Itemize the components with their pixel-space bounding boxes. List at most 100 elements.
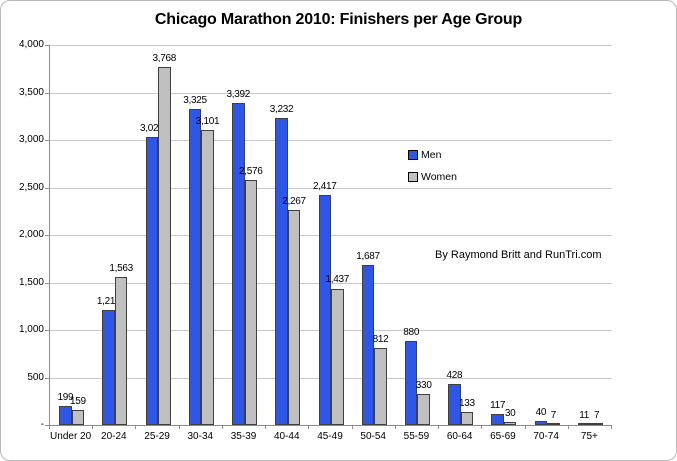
bar-men-40-44 xyxy=(275,117,288,425)
plot-area: 199 159 1,212 1,563 3,029 3,768 3,325 3,101 3,39… xyxy=(49,45,612,426)
x-axis-tick-mark xyxy=(265,425,267,429)
bar-men-55-59 xyxy=(404,341,418,425)
y-axis-tick-mark xyxy=(45,235,49,236)
gridline xyxy=(50,187,612,189)
bar-data-label: 199 xyxy=(57,392,74,404)
x-axis-tick-mark xyxy=(481,425,483,429)
gridline xyxy=(50,140,612,141)
bar-data-label: 1,212 xyxy=(96,295,121,307)
y-axis-tick-mark xyxy=(45,377,49,379)
y-axis-tick-label: 1,500 xyxy=(18,276,44,288)
bar-data-label: 1,437 xyxy=(325,274,350,286)
x-axis-category-label: 75+ xyxy=(580,431,598,442)
legend: Men Women xyxy=(408,144,457,188)
legend-item-men: Men xyxy=(408,144,457,166)
y-axis-tick-mark xyxy=(45,92,49,94)
bar-men-65-69 xyxy=(491,413,504,425)
chart-title: Chicago Marathon 2010: Finishers per Age… xyxy=(154,11,523,28)
bar-women-75+ xyxy=(590,423,603,425)
gridline xyxy=(50,92,612,94)
y-axis-tick-mark xyxy=(45,282,49,284)
x-axis-category-label: 30-34 xyxy=(187,431,214,442)
x-axis-category-label: Under 20 xyxy=(50,431,92,442)
y-axis-tick-label: 2,000 xyxy=(18,229,44,240)
x-axis-category-label: 70-74 xyxy=(533,431,559,442)
bar-men-under-20 xyxy=(59,406,72,425)
x-axis-category-label: 20-24 xyxy=(101,431,127,442)
bar-data-label: 2,576 xyxy=(239,166,263,178)
y-axis-tick-label: 4,000 xyxy=(18,39,44,50)
gridline xyxy=(50,45,612,46)
y-axis-tick-mark xyxy=(45,45,49,46)
bar-data-label: 1,687 xyxy=(356,250,380,262)
bar-men-50-54 xyxy=(361,264,375,425)
gridline xyxy=(50,282,612,284)
x-axis-tick-mark xyxy=(394,425,396,429)
bar-women-55-59 xyxy=(417,393,430,425)
bar-data-label: 3,101 xyxy=(195,116,220,128)
x-axis-category-label: 55-59 xyxy=(403,431,430,442)
bar-men-75+ xyxy=(577,423,591,425)
x-axis-category-label: 35-39 xyxy=(230,431,257,442)
bar-data-label: 3,768 xyxy=(152,53,177,65)
bar-men-45-49 xyxy=(318,195,331,425)
bar-men-70-74 xyxy=(534,421,548,425)
legend-label-men: Men xyxy=(421,149,442,161)
x-axis-tick-mark xyxy=(49,425,50,429)
y-axis-tick-label: 3,500 xyxy=(18,86,44,98)
bar-data-label: 1,563 xyxy=(109,262,133,274)
x-axis-category-label: 40-44 xyxy=(273,431,300,442)
bar-data-label: 40 xyxy=(535,407,547,419)
y-axis-tick-mark xyxy=(45,425,49,426)
bar-data-label: 2,267 xyxy=(282,195,306,207)
y-axis-tick-mark xyxy=(45,330,49,331)
bar-men-60-64 xyxy=(448,384,461,425)
bar-data-label: 159 xyxy=(69,395,86,407)
x-axis-tick-mark xyxy=(611,425,612,429)
bar-men-35-39 xyxy=(232,102,245,425)
bar-men-20-24 xyxy=(102,309,115,425)
y-axis-tick-label: 2,500 xyxy=(18,181,44,193)
bar-data-label: 117 xyxy=(490,399,506,411)
x-axis-tick-mark xyxy=(438,425,440,429)
bar-women-20-24 xyxy=(114,276,128,425)
bar-women-65-69 xyxy=(503,422,517,425)
y-axis-tick-label: 3,000 xyxy=(18,134,44,145)
x-axis-tick-mark xyxy=(178,425,180,429)
x-axis-tick-mark xyxy=(92,425,94,429)
bar-women-60-64 xyxy=(460,412,474,425)
y-axis-tick-mark xyxy=(45,187,49,189)
bar-men-30-34 xyxy=(188,109,202,425)
y-axis-tick-label: - xyxy=(40,419,44,430)
x-axis-tick-mark xyxy=(135,425,137,429)
bar-women-40-44 xyxy=(287,209,301,425)
x-axis-tick-mark xyxy=(567,425,569,429)
women-series-swatch-icon xyxy=(408,172,418,182)
y-axis-tick-mark xyxy=(45,140,49,141)
bar-women-70-74 xyxy=(547,423,560,425)
bar-women-under-20 xyxy=(71,409,85,425)
bar-data-label: 330 xyxy=(415,379,432,391)
x-axis-tick-mark xyxy=(221,425,223,429)
legend-item-women: Women xyxy=(408,166,457,188)
bar-data-label: 880 xyxy=(403,327,420,339)
y-axis-tick-label: 500 xyxy=(27,371,44,383)
x-axis-tick-mark xyxy=(351,425,353,429)
bar-data-label: 133 xyxy=(459,398,475,410)
bar-data-label: 3,029 xyxy=(140,123,164,135)
bar-data-label: 2,417 xyxy=(312,181,337,193)
bar-data-label: 3,325 xyxy=(183,95,207,107)
x-axis-tick-mark xyxy=(308,425,310,429)
bar-data-label: 7 xyxy=(593,410,600,422)
bar-women-45-49 xyxy=(331,288,344,425)
x-axis-category-label: 50-54 xyxy=(360,431,386,442)
bar-data-label: 11 xyxy=(579,409,590,421)
bar-women-30-34 xyxy=(201,130,214,425)
attribution-text: By Raymond Britt and RunTri.com xyxy=(435,249,602,261)
bar-women-25-29 xyxy=(158,67,171,425)
legend-label-women: Women xyxy=(421,171,457,183)
bar-data-label: 428 xyxy=(446,370,463,382)
x-axis-category-label: 45-49 xyxy=(317,431,343,442)
gridline xyxy=(50,235,612,236)
